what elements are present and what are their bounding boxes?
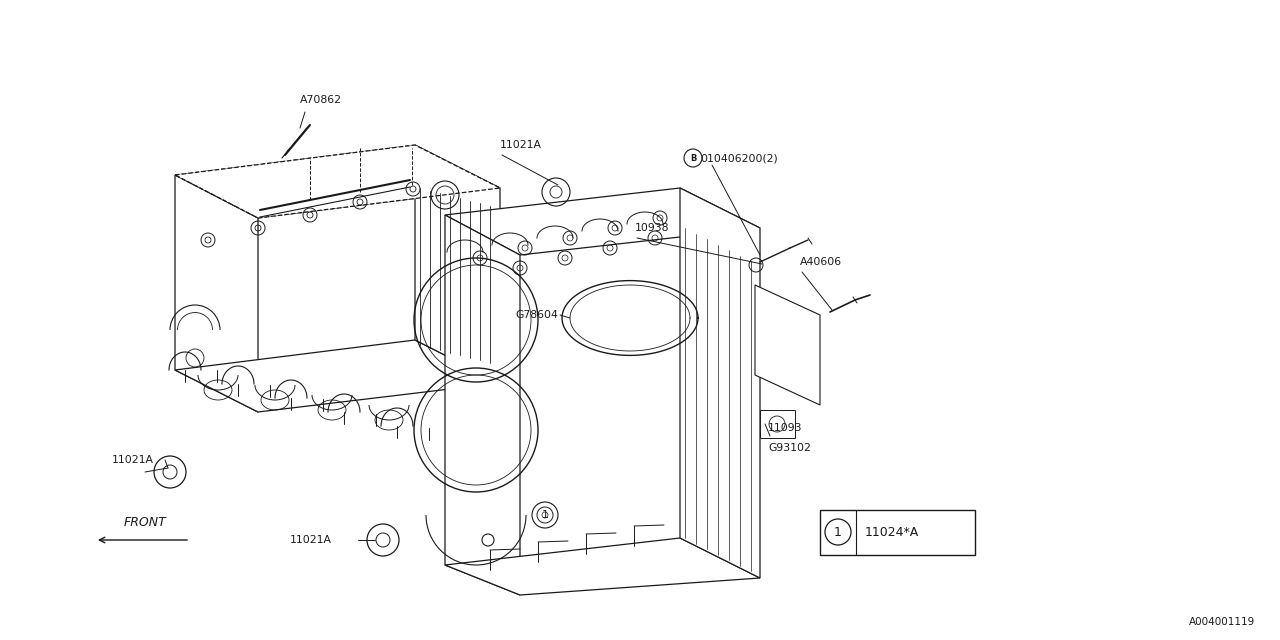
Text: 11024*A: 11024*A xyxy=(865,525,919,538)
Text: 11021A: 11021A xyxy=(291,535,332,545)
Text: 11021A: 11021A xyxy=(500,140,541,150)
Polygon shape xyxy=(175,340,500,412)
Polygon shape xyxy=(445,188,760,255)
FancyBboxPatch shape xyxy=(760,410,795,438)
Text: B: B xyxy=(690,154,696,163)
Polygon shape xyxy=(415,145,500,383)
Polygon shape xyxy=(445,538,760,595)
Text: 11021A: 11021A xyxy=(113,455,154,465)
Polygon shape xyxy=(445,215,520,595)
Text: 1: 1 xyxy=(835,525,842,538)
Text: A40606: A40606 xyxy=(800,257,842,267)
Text: G78604: G78604 xyxy=(515,310,558,320)
Text: A004001119: A004001119 xyxy=(1189,617,1254,627)
Text: 010406200(2): 010406200(2) xyxy=(700,153,778,163)
Text: A70862: A70862 xyxy=(300,95,342,105)
Polygon shape xyxy=(175,175,259,412)
Text: G93102: G93102 xyxy=(768,443,810,453)
Text: 10938: 10938 xyxy=(635,223,669,233)
Text: 1: 1 xyxy=(541,510,549,520)
Polygon shape xyxy=(755,285,820,405)
FancyBboxPatch shape xyxy=(820,510,975,555)
Polygon shape xyxy=(175,145,500,218)
Text: 11093: 11093 xyxy=(768,423,803,433)
Text: FRONT: FRONT xyxy=(124,515,166,529)
Polygon shape xyxy=(680,188,760,578)
